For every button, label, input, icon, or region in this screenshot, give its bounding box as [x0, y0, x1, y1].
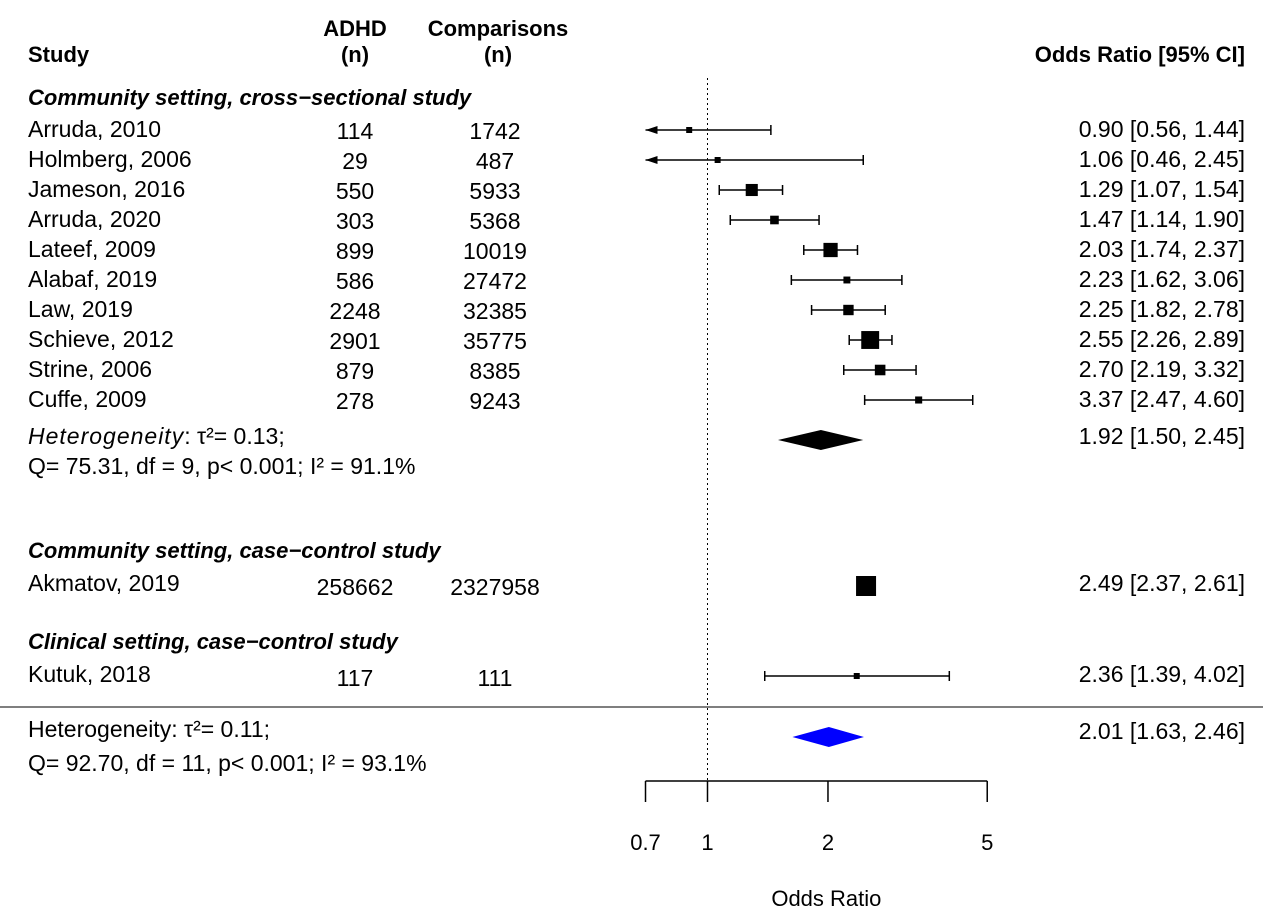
- adhd-n: 899: [335, 238, 375, 264]
- or-ci-text: 2.23 [1.62, 3.06]: [1078, 266, 1245, 292]
- group-label: Community setting, case−control study: [28, 538, 441, 563]
- or-ci-text: 2.36 [1.39, 4.02]: [1078, 661, 1245, 687]
- study-name: Kutuk, 2018: [28, 661, 151, 687]
- comparisons-n: 9243: [469, 388, 521, 414]
- study-name: Alabaf, 2019: [28, 266, 158, 292]
- x-axis-label: Odds Ratio: [771, 886, 881, 911]
- adhd-n: 879: [335, 358, 375, 384]
- adhd-n: 2248: [329, 298, 381, 324]
- adhd-n: 258662: [316, 574, 394, 600]
- comparisons-n: 10019: [463, 238, 527, 264]
- or-ci-text: 2.03 [1.74, 2.37]: [1078, 236, 1245, 262]
- header-odds-ratio-ci: Odds Ratio [95% CI]: [1034, 42, 1245, 67]
- ci-arrow: [645, 156, 658, 164]
- comparisons-n: 32385: [463, 298, 527, 324]
- x-tick-label: 5: [981, 830, 993, 855]
- study-name: Holmberg, 2006: [28, 146, 192, 172]
- comparisons-n: 1742: [469, 118, 521, 144]
- study-square: [856, 576, 877, 596]
- comparisons-n: 487: [475, 148, 515, 174]
- study-square: [853, 673, 860, 679]
- adhd-n: 586: [335, 268, 375, 294]
- study-square: [823, 242, 838, 258]
- study-name: Lateef, 2009: [28, 236, 156, 262]
- overall-diamond: [792, 727, 864, 747]
- subgroup-pooled-text: 1.92 [1.50, 2.45]: [1078, 423, 1245, 449]
- subgroup-heterogeneity: Heterogeneity: τ²= 0.13;: [28, 425, 285, 448]
- study-square: [770, 215, 779, 225]
- x-tick-label: 2: [822, 830, 834, 855]
- study-name: Arruda, 2020: [28, 206, 161, 232]
- or-ci-text: 0.90 [0.56, 1.44]: [1078, 116, 1245, 142]
- or-ci-text: 1.47 [1.14, 1.90]: [1078, 206, 1245, 232]
- het-word: Heterogeneity: [28, 423, 185, 449]
- study-name: Akmatov, 2019: [28, 570, 180, 596]
- header-comparisons-unit: (n): [483, 42, 513, 67]
- comparisons-n: 5368: [469, 208, 521, 234]
- comparisons-n: 35775: [463, 328, 527, 354]
- subgroup-het-stats: Q= 75.31, df = 9, p< 0.001; I² = 91.1%: [28, 453, 416, 479]
- study-name: Arruda, 2010: [28, 116, 161, 142]
- comparisons-n: 5933: [469, 178, 521, 204]
- study-name: Strine, 2006: [28, 356, 153, 382]
- or-ci-text: 1.29 [1.07, 1.54]: [1078, 176, 1245, 202]
- or-ci-text: 2.49 [2.37, 2.61]: [1078, 570, 1245, 596]
- overall-heterogeneity: Heterogeneity: τ²= 0.11;: [28, 716, 270, 742]
- adhd-n: 303: [335, 208, 375, 234]
- or-ci-text: 2.55 [2.26, 2.89]: [1078, 326, 1245, 352]
- group-label: Clinical setting, case−control study: [28, 629, 398, 654]
- or-ci-text: 2.70 [2.19, 3.32]: [1078, 356, 1245, 382]
- adhd-n: 29: [342, 148, 368, 174]
- het-tau: : τ²= 0.13;: [184, 423, 285, 449]
- adhd-n: 114: [336, 118, 374, 144]
- study-square: [714, 157, 721, 163]
- group-label: Community setting, cross−sectional study: [28, 85, 472, 110]
- comparisons-n: 111: [477, 665, 513, 691]
- adhd-n: 2901: [329, 328, 381, 354]
- overall-het-stats: Q= 92.70, df = 11, p< 0.001; I² = 93.1%: [28, 750, 427, 776]
- study-square: [861, 331, 880, 349]
- adhd-n: 550: [335, 178, 375, 204]
- header-comparisons: Comparisons: [427, 16, 569, 41]
- header-adhd: ADHD: [323, 16, 387, 41]
- study-name: Jameson, 2016: [28, 176, 186, 202]
- comparisons-n: 27472: [463, 268, 527, 294]
- subgroup-diamond: [777, 430, 864, 450]
- study-square: [745, 183, 758, 197]
- adhd-n: 278: [335, 388, 375, 414]
- adhd-n: 117: [336, 665, 374, 691]
- study-name: Law, 2019: [28, 296, 133, 322]
- study-square: [915, 396, 923, 404]
- study-square: [843, 304, 854, 316]
- header-study: Study: [28, 42, 90, 67]
- study-square: [874, 364, 886, 376]
- study-name: Schieve, 2012: [28, 326, 174, 352]
- x-tick-label: 0.7: [630, 830, 661, 855]
- or-ci-text: 2.25 [1.82, 2.78]: [1078, 296, 1245, 322]
- comparisons-n: 8385: [469, 358, 521, 384]
- header-adhd-unit: (n): [340, 42, 370, 67]
- study-square: [843, 276, 851, 284]
- or-ci-text: 1.06 [0.46, 2.45]: [1078, 146, 1245, 172]
- study-name: Cuffe, 2009: [28, 386, 147, 412]
- x-tick-label: 1: [701, 830, 713, 855]
- study-square: [686, 127, 693, 133]
- or-ci-text: 3.37 [2.47, 4.60]: [1078, 386, 1245, 412]
- overall-pooled-text: 2.01 [1.63, 2.46]: [1078, 718, 1245, 744]
- ci-arrow: [645, 126, 658, 134]
- comparisons-n: 2327958: [450, 574, 540, 600]
